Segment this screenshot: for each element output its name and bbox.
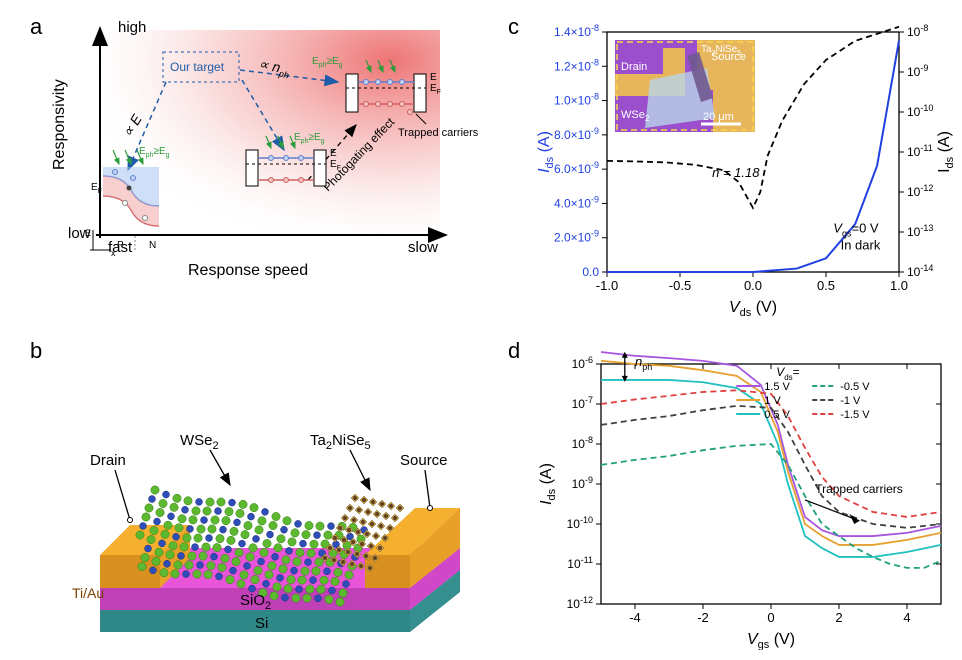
svg-text:4.0×10-9: 4.0×10-9 [554,194,599,210]
svg-text:In dark: In dark [841,238,881,253]
svg-text:-4: -4 [629,610,641,625]
svg-text:10-14: 10-14 [907,263,933,279]
svg-text:10-10: 10-10 [567,515,593,531]
svg-text:P: P [117,240,124,251]
svg-text:E: E [330,148,337,159]
svg-text:10-13: 10-13 [907,223,933,239]
svg-text:n = 1.18: n = 1.18 [712,165,760,180]
panel-a-label: a [30,14,42,40]
svg-text:2.0×10-9: 2.0×10-9 [554,229,599,245]
panel-b-svg: Drain Source WSe2 Ta2NiSe5 Ti/Au SiO2 Si [30,350,480,650]
svg-text:10-9: 10-9 [907,63,928,79]
target-text: Our target [170,60,225,74]
svg-text:6.0×10-9: 6.0×10-9 [554,160,599,176]
svg-text:0.5: 0.5 [817,278,835,293]
svg-text:10-10: 10-10 [907,103,933,119]
svg-text:Trapped carriers: Trapped carriers [815,482,903,496]
svg-text:1 V: 1 V [764,395,781,407]
x-slow: slow [408,239,438,256]
svg-text:0: 0 [767,610,774,625]
svg-text:10-6: 10-6 [572,355,593,371]
svg-text:-1.5 V: -1.5 V [840,409,870,421]
svg-text:Vds=: Vds= [776,365,799,382]
svg-text:10-8: 10-8 [907,23,928,39]
svg-text:Vgs (V): Vgs (V) [747,631,795,650]
svg-text:Trapped carriers: Trapped carriers [398,127,479,139]
svg-text:1.0×10-8: 1.0×10-8 [554,92,599,108]
svg-text:10-11: 10-11 [567,555,593,571]
svg-text:-1.0: -1.0 [596,278,618,293]
source-label: Source [400,452,448,469]
svg-text:Vgs=0 V: Vgs=0 V [833,221,879,239]
svg-text:10-12: 10-12 [567,595,593,611]
svg-text:1.2×10-8: 1.2×10-8 [554,57,599,73]
tiau-label: Ti/Au [72,585,104,601]
svg-text:10-8: 10-8 [572,435,593,451]
svg-text:Drain: Drain [621,61,647,73]
svg-text:E: E [85,228,91,238]
svg-text:10-7: 10-7 [572,395,593,411]
svg-text:0.0: 0.0 [582,265,599,279]
panel-d-label: d [508,338,520,364]
svg-text:x: x [111,248,116,258]
svg-text:20 μm: 20 μm [703,111,734,123]
wse2-label: WSe2 [180,432,219,452]
svg-text:0.0: 0.0 [744,278,762,293]
svg-text:1.0: 1.0 [890,278,908,293]
svg-text:-0.5: -0.5 [669,278,691,293]
panel-a-svg: high low fast slow Responsivity Response… [48,20,488,315]
tns-label: Ta2NiSe5 [310,432,371,452]
svg-text:-1 V: -1 V [840,395,861,407]
svg-text:10-12: 10-12 [907,183,933,199]
si-label: Si [255,615,268,632]
svg-text:Ids (A): Ids (A) [936,131,955,173]
svg-text:E: E [430,72,437,83]
svg-text:N: N [149,240,156,251]
svg-text:1.5 V: 1.5 V [764,381,790,393]
panel-c-label: c [508,14,519,40]
y-high: high [118,20,146,36]
svg-text:-0.5 V: -0.5 V [840,381,870,393]
panel-c-svg: -1.0 -0.5 0.0 0.5 1.0 0.0 2.0×10-9 4.0×10-9 6.0×… [535,18,955,318]
svg-text:0.5 V: 0.5 V [764,409,790,421]
x-label: Response speed [188,262,308,279]
svg-text:Vds (V): Vds (V) [729,299,777,318]
svg-text:2: 2 [835,610,842,625]
svg-text:-2: -2 [697,610,709,625]
svg-text:4: 4 [903,610,910,625]
y-label: Responsivity [51,79,68,170]
svg-text:8.0×10-9: 8.0×10-9 [554,126,599,142]
drain-label: Drain [90,452,126,469]
svg-text:Ids (A): Ids (A) [538,463,558,505]
panel-d-svg: -4-202410-1210-1110-1010-910-810-710-6np… [535,350,955,650]
svg-text:10-9: 10-9 [572,475,593,491]
svg-text:1.4×10-8: 1.4×10-8 [554,23,599,39]
svg-text:10-11: 10-11 [907,143,933,159]
